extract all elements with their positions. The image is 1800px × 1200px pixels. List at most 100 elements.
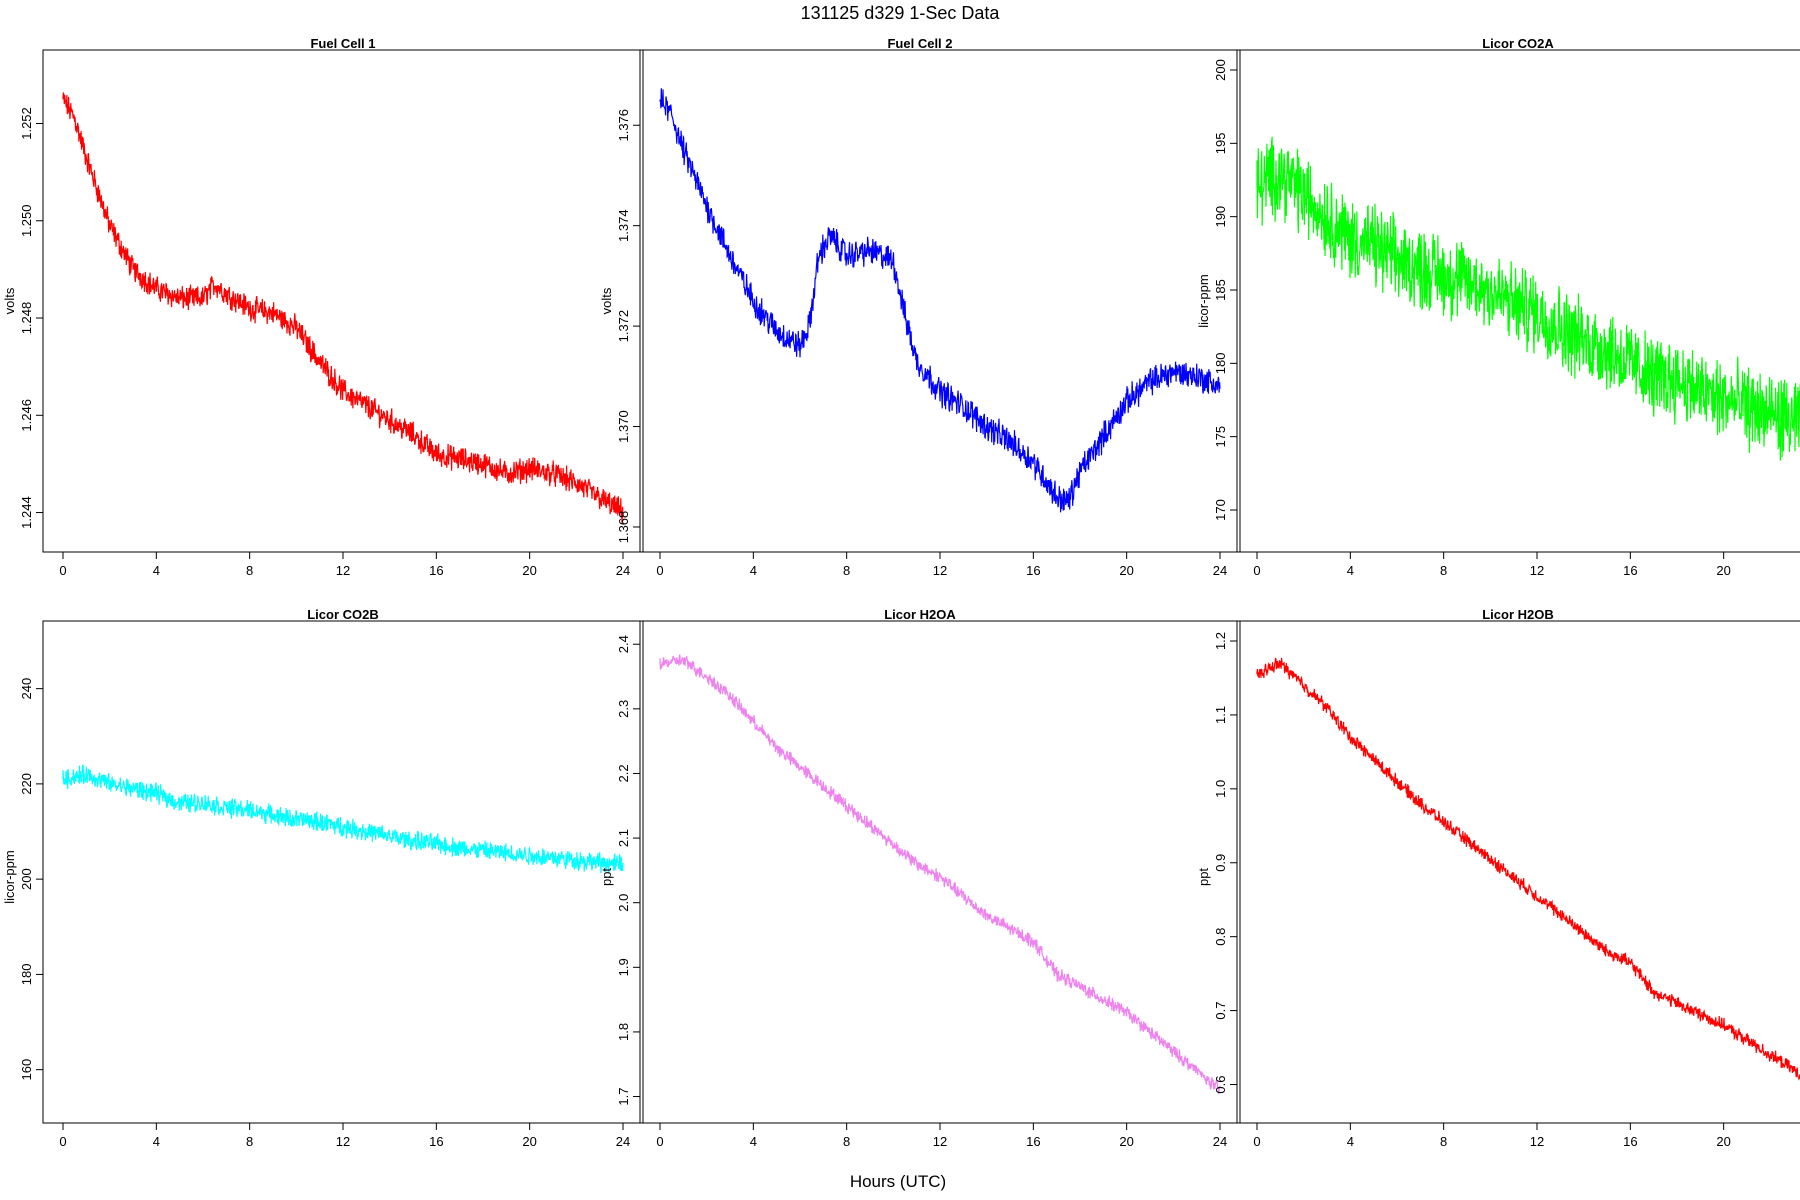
x-tick-label: 12 bbox=[1530, 1134, 1544, 1149]
series-line bbox=[1256, 136, 1800, 461]
x-tick-label: 24 bbox=[616, 563, 630, 578]
y-tick-label: 175 bbox=[1213, 426, 1228, 448]
y-tick-label: 190 bbox=[1213, 206, 1228, 228]
y-tick-label: 2.4 bbox=[616, 635, 631, 653]
x-tick-label: 20 bbox=[1119, 563, 1133, 578]
panel-title: Licor H2OB bbox=[1482, 607, 1554, 622]
panel-title: Licor H2OA bbox=[884, 607, 956, 622]
y-tick-label: 180 bbox=[19, 964, 34, 986]
plot-frame bbox=[42, 620, 644, 1124]
y-tick-label: 2.0 bbox=[616, 894, 631, 912]
series-line bbox=[62, 764, 624, 874]
y-tick-label: 1.250 bbox=[19, 204, 34, 237]
x-tick-label: 8 bbox=[843, 1134, 850, 1149]
y-tick-label: 180 bbox=[1213, 352, 1228, 374]
y-tick-label: 160 bbox=[19, 1059, 34, 1081]
y-axis-label: volts bbox=[2, 287, 17, 314]
x-tick-label: 8 bbox=[1440, 563, 1447, 578]
x-tick-label: 16 bbox=[1026, 1134, 1040, 1149]
x-tick-label: 16 bbox=[429, 1134, 443, 1149]
y-tick-label: 195 bbox=[1213, 132, 1228, 154]
series-line bbox=[62, 92, 624, 524]
x-tick-label: 12 bbox=[336, 1134, 350, 1149]
y-tick-label: 0.6 bbox=[1213, 1075, 1228, 1093]
y-tick-label: 2.2 bbox=[616, 764, 631, 782]
y-tick-label: 1.8 bbox=[616, 1023, 631, 1041]
panel-licor-co2b: Licor CO2B licor-ppm 0 4 8 12 16 20 24 160 180 20… bbox=[2, 607, 644, 1149]
x-tick-label: 20 bbox=[1716, 563, 1730, 578]
y-axis-label: volts bbox=[599, 287, 614, 314]
x-tick-label: 24 bbox=[616, 1134, 630, 1149]
y-tick-label: 220 bbox=[19, 773, 34, 795]
y-axis-label: ppt bbox=[599, 868, 614, 886]
y-tick-label: 0.9 bbox=[1213, 854, 1228, 872]
y-tick-label: 0.8 bbox=[1213, 928, 1228, 946]
y-tick-label: 200 bbox=[19, 868, 34, 890]
x-tick-label: 16 bbox=[1026, 563, 1040, 578]
series-line bbox=[659, 654, 1221, 1094]
y-tick-label: 1.0 bbox=[1213, 780, 1228, 798]
x-tick-label: 4 bbox=[750, 1134, 757, 1149]
y-tick-label: 1.246 bbox=[19, 399, 34, 432]
x-tick-label: 4 bbox=[750, 563, 757, 578]
x-tick-label: 12 bbox=[933, 1134, 947, 1149]
y-tick-label: 0.7 bbox=[1213, 1002, 1228, 1020]
y-tick-label: 1.248 bbox=[19, 302, 34, 335]
y-tick-label: 1.7 bbox=[616, 1087, 631, 1105]
y-tick-label: 1.1 bbox=[1213, 706, 1228, 724]
panel-title: Fuel Cell 1 bbox=[310, 36, 375, 51]
panel-fuel-cell-2: Fuel Cell 2 volts 0 4 8 12 16 20 24 1.368 1.370 1… bbox=[599, 36, 1241, 578]
x-tick-label: 8 bbox=[246, 563, 253, 578]
y-tick-label: 185 bbox=[1213, 279, 1228, 301]
x-tick-label: 0 bbox=[59, 1134, 66, 1149]
panel-title: Licor CO2B bbox=[307, 607, 379, 622]
y-axis-label: ppt bbox=[1196, 868, 1211, 886]
series-line bbox=[1256, 657, 1800, 1081]
y-tick-label: 240 bbox=[19, 678, 34, 700]
y-tick-label: 2.1 bbox=[616, 829, 631, 847]
x-tick-label: 20 bbox=[522, 563, 536, 578]
plot-frame bbox=[639, 49, 1241, 553]
x-tick-label: 8 bbox=[843, 563, 850, 578]
x-tick-label: 20 bbox=[522, 1134, 536, 1149]
x-tick-label: 20 bbox=[1119, 1134, 1133, 1149]
x-tick-label: 12 bbox=[1530, 563, 1544, 578]
panel-title: Fuel Cell 2 bbox=[887, 36, 952, 51]
y-tick-label: 1.372 bbox=[616, 310, 631, 343]
x-tick-label: 0 bbox=[1253, 563, 1260, 578]
page-title: 131125 d329 1-Sec Data bbox=[801, 3, 1001, 23]
x-tick-label: 16 bbox=[1623, 563, 1637, 578]
panel-fuel-cell-1: Fuel Cell 1 volts 0 4 8 12 16 20 24 1.244 1.246 1… bbox=[2, 36, 644, 578]
y-axis-label: licor-ppm bbox=[2, 850, 17, 903]
x-tick-label: 16 bbox=[429, 563, 443, 578]
x-tick-label: 0 bbox=[1253, 1134, 1260, 1149]
x-tick-label: 8 bbox=[1440, 1134, 1447, 1149]
x-tick-label: 0 bbox=[656, 1134, 663, 1149]
x-tick-label: 12 bbox=[336, 563, 350, 578]
x-tick-label: 0 bbox=[656, 563, 663, 578]
x-tick-label: 0 bbox=[59, 563, 66, 578]
x-tick-label: 4 bbox=[1347, 1134, 1354, 1149]
series-line bbox=[659, 88, 1221, 513]
y-tick-label: 1.252 bbox=[19, 107, 34, 140]
y-tick-label: 200 bbox=[1213, 59, 1228, 81]
x-tick-label: 12 bbox=[933, 563, 947, 578]
x-tick-label: 4 bbox=[153, 1134, 160, 1149]
y-tick-label: 1.370 bbox=[616, 410, 631, 443]
panel-title: Licor CO2A bbox=[1482, 36, 1554, 51]
panel-licor-h2ob: Licor H2OB ppt 0 4 8 12 16 20 24 0.6 0.7 0.8 0.9 1.… bbox=[1196, 607, 1800, 1149]
panel-licor-co2a: Licor CO2A licor-ppm 0 4 8 12 16 20 24 170 175 18… bbox=[1196, 36, 1800, 578]
y-tick-label: 2.3 bbox=[616, 700, 631, 718]
x-tick-label: 8 bbox=[246, 1134, 253, 1149]
y-axis-label: licor-ppm bbox=[1196, 274, 1211, 327]
x-tick-label: 24 bbox=[1213, 563, 1227, 578]
x-tick-label: 24 bbox=[1213, 1134, 1227, 1149]
y-tick-label: 1.244 bbox=[19, 496, 34, 529]
panel-licor-h2oa: Licor H2OA ppt 0 4 8 12 16 20 24 1.7 1.8 1.9 2.0 2.… bbox=[599, 607, 1241, 1149]
x-tick-label: 20 bbox=[1716, 1134, 1730, 1149]
y-tick-label: 1.368 bbox=[616, 511, 631, 544]
y-tick-label: 1.376 bbox=[616, 109, 631, 142]
x-axis-label: Hours (UTC) bbox=[850, 1172, 946, 1191]
x-tick-label: 4 bbox=[1347, 563, 1354, 578]
